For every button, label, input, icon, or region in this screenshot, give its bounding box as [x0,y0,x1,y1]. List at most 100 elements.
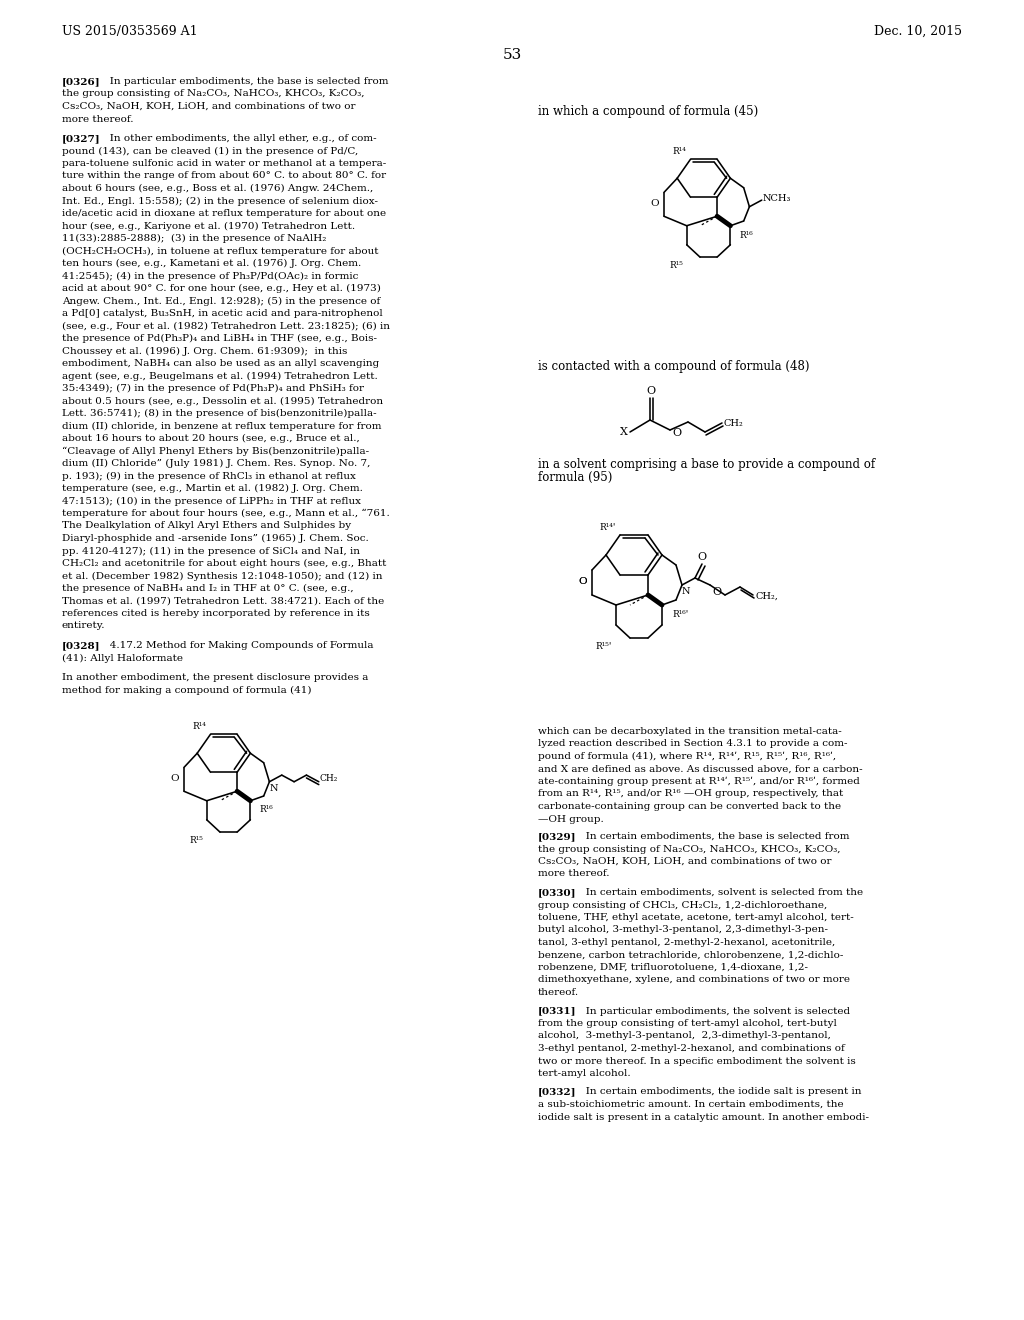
Text: O: O [712,587,721,597]
Text: dium (II) chloride, in benzene at reflux temperature for from: dium (II) chloride, in benzene at reflux… [62,421,382,430]
Text: benzene, carbon tetrachloride, chlorobenzene, 1,2-dichlo-: benzene, carbon tetrachloride, chloroben… [538,950,844,960]
Text: in which a compound of formula (45): in which a compound of formula (45) [538,106,758,117]
Text: a sub-stoichiometric amount. In certain embodiments, the: a sub-stoichiometric amount. In certain … [538,1100,844,1109]
Text: et al. (December 1982) Synthesis 12:1048-1050); and (12) in: et al. (December 1982) Synthesis 12:1048… [62,572,383,581]
Text: references cited is hereby incorporated by reference in its: references cited is hereby incorporated … [62,609,370,618]
Text: Thomas et al. (1997) Tetrahedron Lett. 38:4721). Each of the: Thomas et al. (1997) Tetrahedron Lett. 3… [62,597,384,606]
Text: X: X [621,426,628,437]
Text: two or more thereof. In a specific embodiment the solvent is: two or more thereof. In a specific embod… [538,1056,856,1065]
Text: group consisting of CHCl₃, CH₂Cl₂, 1,2-dichloroethane,: group consisting of CHCl₃, CH₂Cl₂, 1,2-d… [538,900,827,909]
Text: The Dealkylation of Alkyl Aryl Ethers and Sulphides by: The Dealkylation of Alkyl Aryl Ethers an… [62,521,351,531]
Text: O: O [650,199,659,209]
Text: embodiment, NaBH₄ can also be used as an allyl scavenging: embodiment, NaBH₄ can also be used as an… [62,359,379,368]
Text: 47:1513); (10) in the presence of LiPPh₂ in THF at reflux: 47:1513); (10) in the presence of LiPPh₂… [62,496,361,506]
Text: R¹⁴: R¹⁴ [193,722,207,731]
Text: p. 193); (9) in the presence of RhCl₃ in ethanol at reflux: p. 193); (9) in the presence of RhCl₃ in… [62,471,356,480]
Text: and X are defined as above. As discussed above, for a carbon-: and X are defined as above. As discussed… [538,764,862,774]
Text: R¹⁴: R¹⁴ [673,148,687,156]
Text: agent (see, e.g., Beugelmans et al. (1994) Tetrahedron Lett.: agent (see, e.g., Beugelmans et al. (199… [62,371,378,380]
Text: 53: 53 [503,48,521,62]
Text: [0327]: [0327] [62,135,100,143]
Text: Lett. 36:5741); (8) in the presence of bis(benzonitrile)palla-: Lett. 36:5741); (8) in the presence of b… [62,409,377,418]
Text: [0332]: [0332] [538,1088,577,1097]
Text: Diaryl-phosphide and -arsenide Ions” (1965) J. Chem. Soc.: Diaryl-phosphide and -arsenide Ions” (19… [62,535,369,543]
Text: 4.17.2 Method for Making Compounds of Formula: 4.17.2 Method for Making Compounds of Fo… [100,642,374,649]
Text: in a solvent comprising a base to provide a compound of: in a solvent comprising a base to provid… [538,458,876,471]
Text: R¹⁶: R¹⁶ [260,805,273,814]
Text: [0331]: [0331] [538,1006,577,1015]
Text: from an R¹⁴, R¹⁵, and/or R¹⁶ —OH group, respectively, that: from an R¹⁴, R¹⁵, and/or R¹⁶ —OH group, … [538,789,843,799]
Text: ate-containing group present at R¹⁴ʹ, R¹⁵ʹ, and/or R¹⁶ʹ, formed: ate-containing group present at R¹⁴ʹ, R¹… [538,777,860,787]
Text: ide/acetic acid in dioxane at reflux temperature for about one: ide/acetic acid in dioxane at reflux tem… [62,209,386,218]
Text: which can be decarboxylated in the transition metal-cata-: which can be decarboxylated in the trans… [538,727,842,737]
Text: Angew. Chem., Int. Ed., Engl. 12:928); (5) in the presence of: Angew. Chem., Int. Ed., Engl. 12:928); (… [62,297,380,306]
Text: temperature (see, e.g., Martin et al. (1982) J. Org. Chem.: temperature (see, e.g., Martin et al. (1… [62,484,362,494]
Text: thereof.: thereof. [538,987,580,997]
Text: more thereof.: more thereof. [62,115,133,124]
Text: R¹⁵: R¹⁵ [189,836,203,845]
Text: alcohol,  3-methyl-3-pentanol,  2,3-dimethyl-3-pentanol,: alcohol, 3-methyl-3-pentanol, 2,3-dimeth… [538,1031,830,1040]
Text: [0326]: [0326] [62,77,100,86]
Text: toluene, THF, ethyl acetate, acetone, tert-amyl alcohol, tert-: toluene, THF, ethyl acetate, acetone, te… [538,913,854,921]
Text: R¹⁵: R¹⁵ [669,261,683,269]
Text: Dec. 10, 2015: Dec. 10, 2015 [874,25,962,38]
Text: about 6 hours (see, e.g., Boss et al. (1976) Angw. 24Chem.,: about 6 hours (see, e.g., Boss et al. (1… [62,183,374,193]
Text: 41:2545); (4) in the presence of Ph₃P/Pd(OAc)₂ in formic: 41:2545); (4) in the presence of Ph₃P/Pd… [62,272,358,281]
Text: about 0.5 hours (see, e.g., Dessolin et al. (1995) Tetrahedron: about 0.5 hours (see, e.g., Dessolin et … [62,396,383,405]
Text: O: O [579,578,587,586]
Text: ten hours (see, e.g., Kametani et al. (1976) J. Org. Chem.: ten hours (see, e.g., Kametani et al. (1… [62,259,361,268]
Text: tanol, 3-ethyl pentanol, 2-methyl-2-hexanol, acetonitrile,: tanol, 3-ethyl pentanol, 2-methyl-2-hexa… [538,939,836,946]
Text: lyzed reaction described in Section 4.3.1 to provide a com-: lyzed reaction described in Section 4.3.… [538,739,848,748]
Text: 35:4349); (7) in the presence of Pd(Ph₃P)₄ and PhSiH₃ for: 35:4349); (7) in the presence of Pd(Ph₃P… [62,384,364,393]
Text: CH₂Cl₂ and acetonitrile for about eight hours (see, e.g., Bhatt: CH₂Cl₂ and acetonitrile for about eight … [62,558,386,568]
Text: O: O [579,578,587,586]
Text: pp. 4120-4127); (11) in the presence of SiCl₄ and NaI, in: pp. 4120-4127); (11) in the presence of … [62,546,360,556]
Text: R¹⁵': R¹⁵' [596,642,612,651]
Text: O: O [697,552,707,562]
Text: entirety.: entirety. [62,622,105,631]
Text: a Pd[0] catalyst, Bu₃SnH, in acetic acid and para-nitrophenol: a Pd[0] catalyst, Bu₃SnH, in acetic acid… [62,309,383,318]
Text: R¹⁴': R¹⁴' [600,523,616,532]
Text: butyl alcohol, 3-methyl-3-pentanol, 2,3-dimethyl-3-pen-: butyl alcohol, 3-methyl-3-pentanol, 2,3-… [538,925,828,935]
Text: “Cleavage of Allyl Phenyl Ethers by Bis(benzonitrile)palla-: “Cleavage of Allyl Phenyl Ethers by Bis(… [62,446,369,455]
Text: para-toluene sulfonic acid in water or methanol at a tempera-: para-toluene sulfonic acid in water or m… [62,158,386,168]
Text: method for making a compound of formula (41): method for making a compound of formula … [62,685,311,694]
Text: CH₂,: CH₂, [755,591,778,601]
Text: In certain embodiments, the base is selected from: In certain embodiments, the base is sele… [575,832,850,841]
Text: tert-amyl alcohol.: tert-amyl alcohol. [538,1069,631,1078]
Text: temperature for about four hours (see, e.g., Mann et al., “761.: temperature for about four hours (see, e… [62,510,390,519]
Text: [0330]: [0330] [538,888,577,898]
Text: ture within the range of from about 60° C. to about 80° C. for: ture within the range of from about 60° … [62,172,386,181]
Text: more thereof.: more thereof. [538,870,609,879]
Text: US 2015/0353569 A1: US 2015/0353569 A1 [62,25,198,38]
Text: CH₂: CH₂ [724,418,743,428]
Text: —OH group.: —OH group. [538,814,604,824]
Text: In certain embodiments, the iodide salt is present in: In certain embodiments, the iodide salt … [575,1088,861,1097]
Text: Cs₂CO₃, NaOH, KOH, LiOH, and combinations of two or: Cs₂CO₃, NaOH, KOH, LiOH, and combination… [62,102,355,111]
Text: O: O [171,775,179,783]
Text: 11(33):2885-2888);  (3) in the presence of NaAlH₂: 11(33):2885-2888); (3) in the presence o… [62,234,327,243]
Text: (OCH₂CH₂OCH₃), in toluene at reflux temperature for about: (OCH₂CH₂OCH₃), in toluene at reflux temp… [62,247,379,256]
Text: pound (143), can be cleaved (1) in the presence of Pd/C,: pound (143), can be cleaved (1) in the p… [62,147,358,156]
Text: (41): Allyl Haloformate: (41): Allyl Haloformate [62,653,183,663]
Text: formula (95): formula (95) [538,471,612,484]
Text: In other embodiments, the allyl ether, e.g., of com-: In other embodiments, the allyl ether, e… [100,135,377,143]
Text: In particular embodiments, the base is selected from: In particular embodiments, the base is s… [100,77,388,86]
Text: is contacted with a compound of formula (48): is contacted with a compound of formula … [538,360,810,374]
Text: CH₂: CH₂ [319,775,338,783]
Text: N: N [682,587,690,597]
Text: Choussey et al. (1996) J. Org. Chem. 61:9309);  in this: Choussey et al. (1996) J. Org. Chem. 61:… [62,346,347,355]
Text: dimethoxyethane, xylene, and combinations of two or more: dimethoxyethane, xylene, and combination… [538,975,850,985]
Text: In another embodiment, the present disclosure provides a: In another embodiment, the present discl… [62,673,369,682]
Text: O: O [646,385,655,396]
Text: NCH₃: NCH₃ [763,194,792,203]
Text: acid at about 90° C. for one hour (see, e.g., Hey et al. (1973): acid at about 90° C. for one hour (see, … [62,284,381,293]
Text: 3-ethyl pentanol, 2-methyl-2-hexanol, and combinations of: 3-ethyl pentanol, 2-methyl-2-hexanol, an… [538,1044,845,1053]
Text: R¹⁶': R¹⁶' [672,610,688,619]
Text: R¹⁶: R¹⁶ [740,231,754,239]
Text: (see, e.g., Four et al. (1982) Tetrahedron Lett. 23:1825); (6) in: (see, e.g., Four et al. (1982) Tetrahedr… [62,322,390,330]
Text: carbonate-containing group can be converted back to the: carbonate-containing group can be conver… [538,803,841,810]
Text: In particular embodiments, the solvent is selected: In particular embodiments, the solvent i… [575,1006,850,1015]
Text: dium (II) Chloride” (July 1981) J. Chem. Res. Synop. No. 7,: dium (II) Chloride” (July 1981) J. Chem.… [62,459,371,469]
Text: O: O [672,428,681,438]
